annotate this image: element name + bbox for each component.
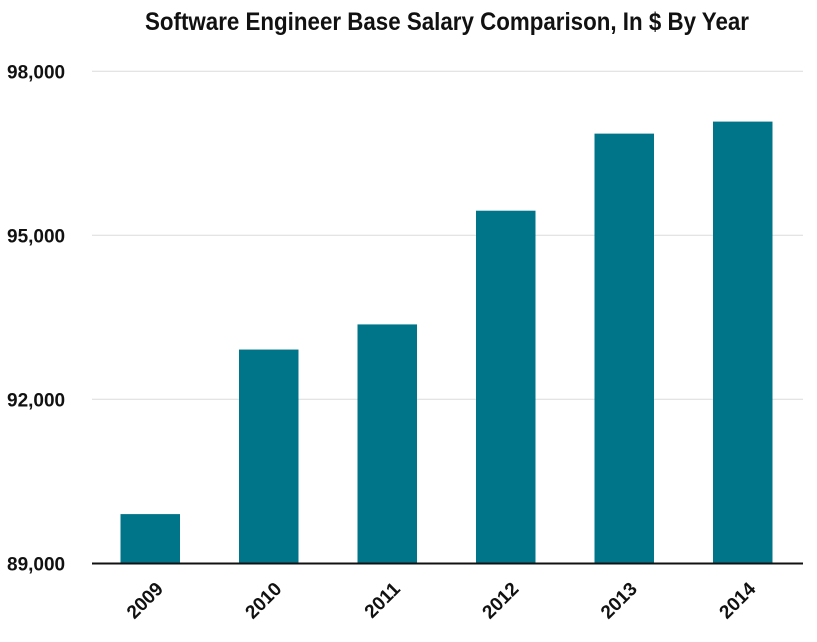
x-tick-label: 2013 — [597, 579, 642, 624]
x-tick-label: 2011 — [361, 578, 405, 622]
bar-2013 — [594, 133, 654, 564]
bar-2009 — [120, 514, 180, 564]
x-tick-label: 2009 — [123, 579, 168, 624]
bar-2011 — [357, 324, 417, 564]
bar-2010 — [239, 349, 299, 564]
x-tick-label: 2012 — [479, 579, 524, 624]
chart-title: Software Engineer Base Salary Comparison… — [145, 8, 749, 36]
bar-2014 — [713, 121, 773, 564]
y-tick-label: 89,000 — [7, 554, 65, 575]
bar-2012 — [476, 210, 536, 564]
bars — [120, 121, 773, 564]
x-axis-ticks: 2009 2010 2011 2012 2013 2014 — [123, 578, 761, 623]
y-tick-label: 98,000 — [7, 62, 65, 83]
x-tick-label: 2014 — [716, 578, 761, 623]
y-tick-label: 92,000 — [7, 390, 65, 411]
y-tick-label: 95,000 — [7, 226, 65, 247]
x-tick-label: 2010 — [242, 579, 287, 624]
y-axis-ticks: 89,000 92,000 95,000 98,000 — [7, 62, 65, 575]
gridlines — [92, 70, 803, 400]
